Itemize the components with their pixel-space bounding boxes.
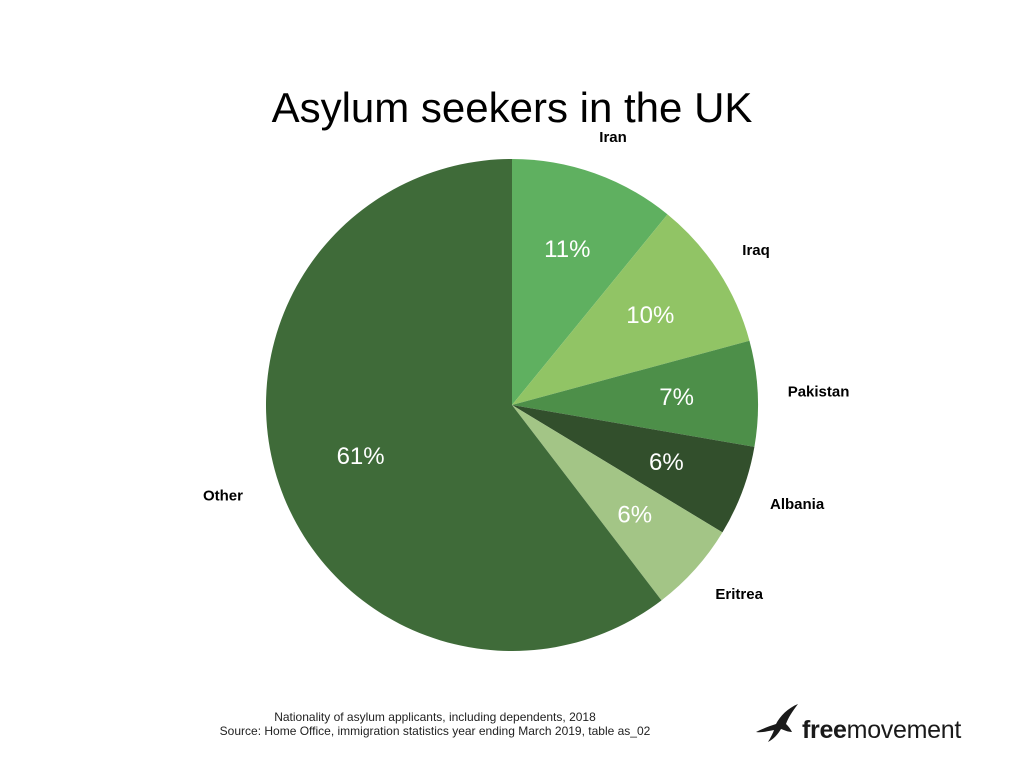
pie-slice-albania <box>512 405 755 533</box>
brand-name-bold: free <box>802 716 847 744</box>
percent-label-iraq: 10% <box>626 302 674 329</box>
percent-label-albania: 6% <box>649 449 684 476</box>
category-label-eritrea: Eritrea <box>715 586 763 603</box>
percent-label-eritrea: 6% <box>617 502 652 529</box>
chart-title: Asylum seekers in the UK <box>271 84 753 131</box>
pie-slice-other <box>265 159 662 652</box>
pie-slice-pakistan <box>512 340 759 447</box>
category-labels: Iran Iraq Pakistan Albania Eritrea Other <box>203 129 849 603</box>
percent-label-pakistan: 7% <box>659 384 694 411</box>
percent-label-other: 61% <box>337 443 385 470</box>
category-label-pakistan: Pakistan <box>788 383 850 400</box>
caption-source: Source: Home Office, immigration statist… <box>219 724 651 738</box>
brand-name: freemovement <box>802 716 961 745</box>
pie-slice-eritrea <box>512 405 723 601</box>
category-label-other: Other <box>203 488 243 505</box>
pie-slice-iraq <box>512 214 750 405</box>
brand-logo: freemovement <box>754 702 984 748</box>
category-label-albania: Albania <box>770 496 825 513</box>
percent-label-iran: 11% <box>544 236 590 263</box>
chart-caption: Nationality of asylum applicants, includ… <box>200 710 670 738</box>
bird-icon <box>756 704 798 742</box>
pie-slices <box>265 159 759 652</box>
percent-labels: 11% 10% 7% 6% 6% 61% <box>337 236 694 528</box>
category-label-iraq: Iraq <box>742 242 770 259</box>
caption-description: Nationality of asylum applicants, includ… <box>274 710 596 724</box>
brand-name-regular: movement <box>846 716 962 744</box>
category-label-iran: Iran <box>599 129 627 146</box>
pie-slice-iran <box>512 159 668 405</box>
